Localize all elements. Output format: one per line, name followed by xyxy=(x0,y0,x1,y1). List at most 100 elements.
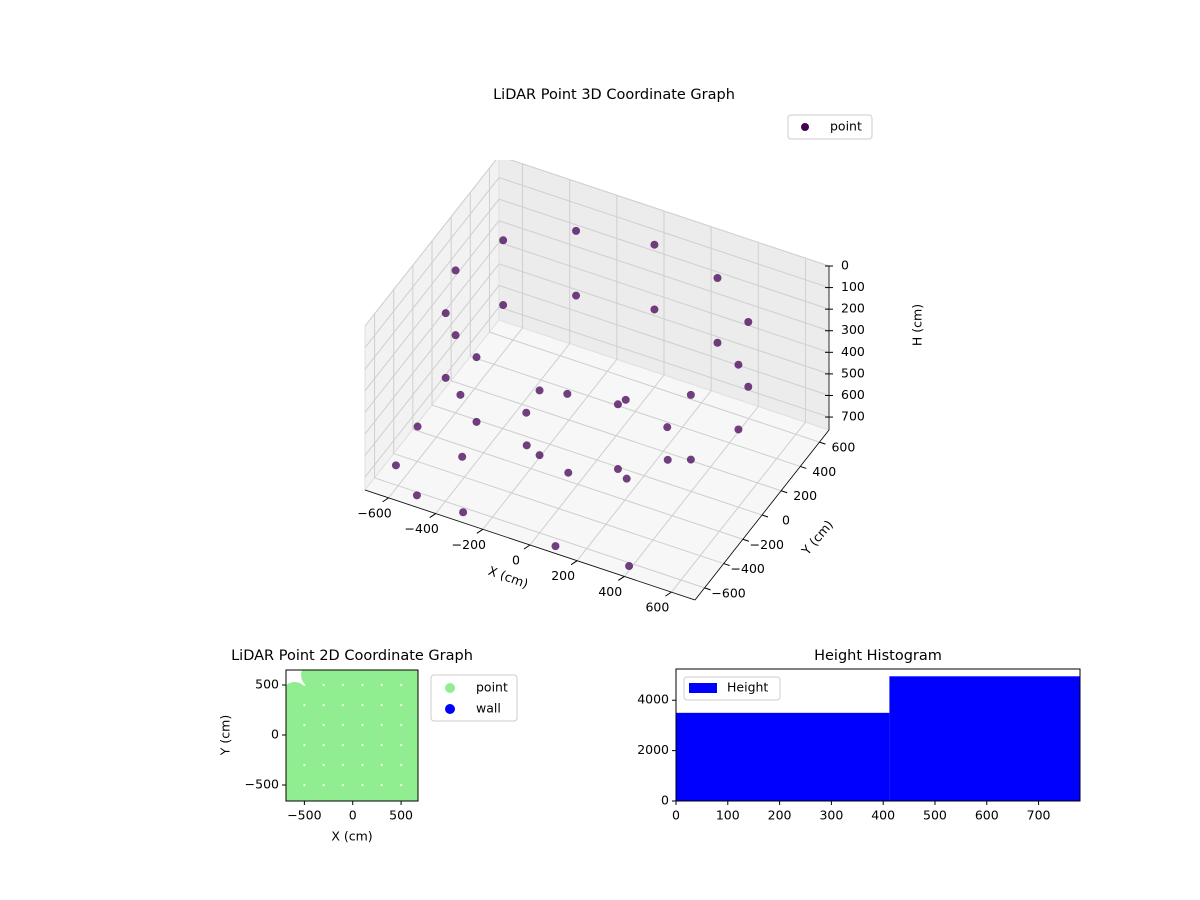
y-tick-label: 500 xyxy=(255,677,279,692)
point xyxy=(622,474,631,483)
legend-box xyxy=(787,114,873,140)
point xyxy=(551,542,560,551)
grid-line xyxy=(470,355,801,467)
tick-mark xyxy=(723,563,730,567)
point xyxy=(456,390,465,399)
point xyxy=(320,682,347,708)
legend-label: wall xyxy=(476,701,501,716)
point xyxy=(572,226,581,235)
point xyxy=(397,722,418,748)
grid-line xyxy=(498,263,830,375)
point xyxy=(286,762,308,788)
legend-label: point xyxy=(476,680,508,695)
point xyxy=(613,465,622,474)
x-tick-label: 200 xyxy=(551,568,575,583)
z-axis-label: H (cm) xyxy=(910,304,925,346)
z-tick-label: 300 xyxy=(841,322,865,337)
point xyxy=(359,702,386,728)
legend-marker xyxy=(801,123,809,131)
point xyxy=(459,508,468,517)
tick-mark xyxy=(382,497,389,503)
x-tick-label: 100 xyxy=(716,808,740,823)
point xyxy=(412,491,421,500)
y-tick-label: 2000 xyxy=(637,742,669,757)
legend-label: Height xyxy=(727,680,768,695)
grid-line xyxy=(393,453,724,565)
point xyxy=(301,742,328,768)
x-tick-label: 700 xyxy=(1027,808,1051,823)
plot-2d: point wall −500 0 500 −500 0 500 X (cm) Y (cm) xyxy=(218,669,518,844)
y-tick-label: 400 xyxy=(812,464,836,479)
bar xyxy=(889,676,1080,801)
legend-marker xyxy=(445,704,455,714)
grid-line xyxy=(509,160,830,267)
grid-line xyxy=(498,177,830,289)
plot-area xyxy=(364,160,830,601)
plot-histogram: Height 0 100 200 300 400 500 600 700 0 2000 4000 xyxy=(637,668,1081,823)
x-tick-label: −400 xyxy=(405,521,439,536)
grid-line xyxy=(498,220,830,332)
point xyxy=(441,373,450,382)
axis-line xyxy=(694,429,830,601)
x-tick-label: 0 xyxy=(672,808,680,823)
point xyxy=(499,236,508,245)
point xyxy=(499,301,508,310)
tick-mark xyxy=(761,514,769,518)
axes-frame xyxy=(675,668,1081,802)
point xyxy=(378,682,405,708)
point xyxy=(686,390,695,399)
point xyxy=(320,702,347,728)
grid-line xyxy=(364,160,497,327)
point xyxy=(451,266,460,275)
grid-line xyxy=(431,404,763,516)
point xyxy=(458,452,467,461)
point xyxy=(286,702,308,728)
legend-marker xyxy=(445,683,455,693)
point xyxy=(339,742,366,768)
point xyxy=(378,702,405,728)
legend-box xyxy=(683,676,781,701)
grid-line xyxy=(364,198,500,370)
tick-mark xyxy=(800,465,807,469)
tick-mark xyxy=(665,591,672,597)
point xyxy=(320,762,347,788)
x-tick-label: −200 xyxy=(452,537,486,552)
grid-line xyxy=(364,263,500,435)
legend-label: point xyxy=(830,119,862,134)
y-tick-label: −200 xyxy=(750,537,784,552)
y-tick-label: −600 xyxy=(711,585,745,600)
grid-line xyxy=(364,285,500,456)
z-tick-label: 700 xyxy=(841,409,865,424)
y-tick-label: 0 xyxy=(271,727,279,742)
point xyxy=(441,309,450,318)
x-tick-label: 500 xyxy=(923,808,947,823)
x-tick-label: 400 xyxy=(598,584,622,599)
grid-line xyxy=(498,241,830,353)
y-tick-label: −500 xyxy=(245,777,279,792)
point xyxy=(713,338,722,347)
grid-line xyxy=(364,242,500,413)
bar xyxy=(676,712,890,801)
y-tick-label: −400 xyxy=(731,561,765,576)
point xyxy=(650,240,659,249)
z-tick-label: 100 xyxy=(841,279,865,294)
point xyxy=(397,702,418,728)
x-tick-label: 200 xyxy=(768,808,792,823)
point xyxy=(472,417,481,426)
point xyxy=(378,742,405,768)
point xyxy=(564,468,573,477)
point xyxy=(734,360,743,369)
chart-title: Height Histogram xyxy=(814,648,942,664)
point xyxy=(391,461,400,470)
tick-mark xyxy=(742,538,750,542)
y-tick-label: 200 xyxy=(793,488,817,503)
y-tick-label: 0 xyxy=(782,513,790,528)
point xyxy=(339,682,366,708)
x-tick-label: 400 xyxy=(871,808,895,823)
point xyxy=(472,353,481,362)
tick-mark xyxy=(476,528,484,534)
grid-line xyxy=(489,331,820,443)
point xyxy=(286,722,308,748)
tick-mark xyxy=(523,544,531,550)
tick-mark xyxy=(819,441,826,445)
